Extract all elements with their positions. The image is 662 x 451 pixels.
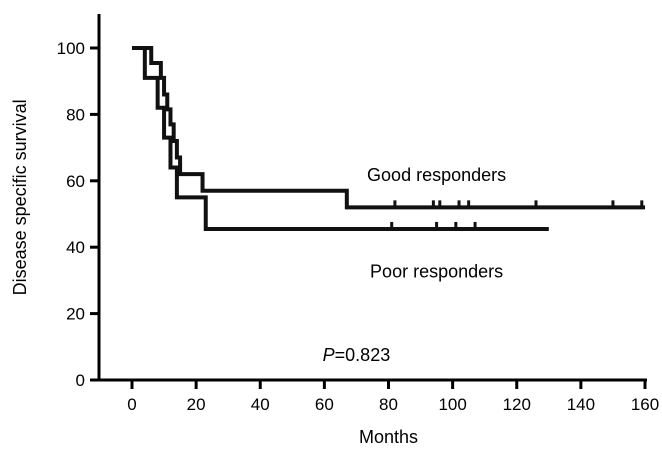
y-tick-label: 40 [66,238,85,257]
annotations: Good responders Poor responders P=0.823 [323,165,506,365]
ticks: 0 20 40 60 80 100 0 20 40 60 80 100 120 140 160 [57,39,660,414]
x-tick-label: 100 [438,395,466,414]
p-value-symbol: P [323,345,335,365]
x-tick-label: 160 [631,395,659,414]
x-tick-label: 80 [379,395,398,414]
series-line-good-responders [132,46,645,210]
x-tick-label: 40 [251,395,270,414]
annotation-good-responders: Good responders [367,165,506,185]
y-tick-label: 0 [76,371,85,390]
x-tick-label: 120 [503,395,531,414]
y-tick-label: 60 [66,172,85,191]
x-axis-title: Months [359,427,418,447]
series-line-poor-responders [132,46,549,231]
x-tick-label: 140 [567,395,595,414]
x-tick-label: 60 [315,395,334,414]
y-tick-label: 20 [66,305,85,324]
y-axis-title: Disease specific survival [10,99,30,295]
axes [97,14,647,382]
y-tick-label: 100 [57,39,85,58]
annotation-poor-responders: Poor responders [370,261,503,281]
series-layer [132,46,645,231]
x-tick-label: 0 [127,395,136,414]
p-value-label: P=0.823 [323,345,391,365]
x-tick-label: 20 [187,395,206,414]
y-tick-label: 80 [66,105,85,124]
p-value-text: =0.823 [335,345,391,365]
